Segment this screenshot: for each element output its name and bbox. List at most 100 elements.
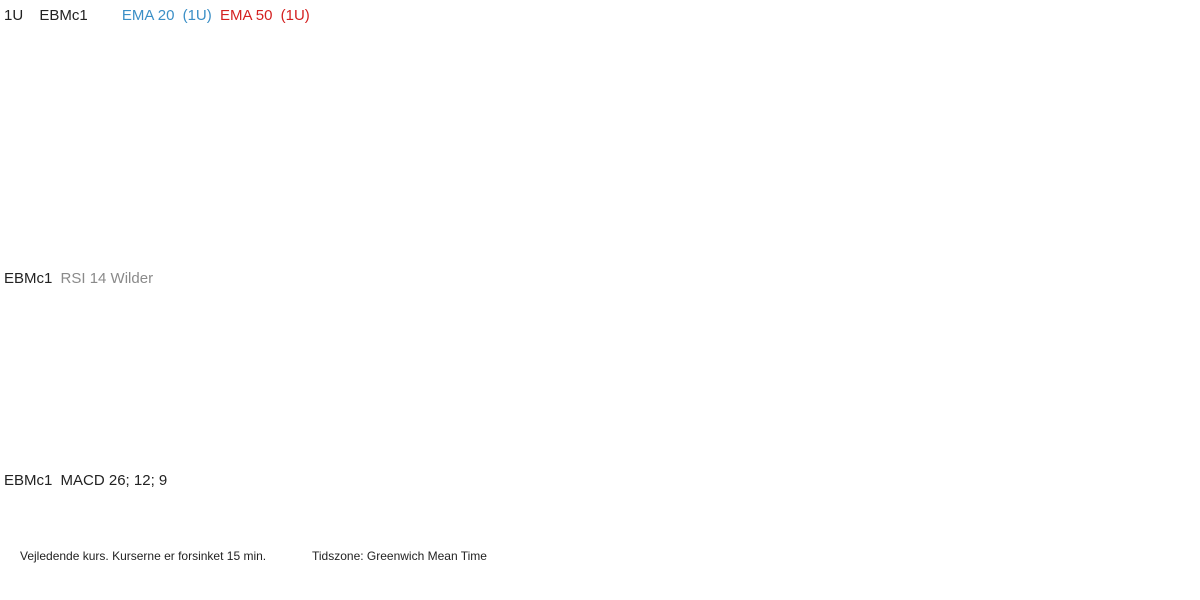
candle-body xyxy=(143,114,150,116)
year-label: 2021 xyxy=(537,586,564,600)
candle-body xyxy=(249,94,256,99)
candle-body xyxy=(38,135,45,138)
candle-body xyxy=(670,43,677,47)
candle-body xyxy=(747,39,754,44)
candle-body xyxy=(191,115,198,117)
quarter-label: Q4 xyxy=(138,569,154,583)
candle-body xyxy=(210,115,217,118)
candle-body xyxy=(843,50,850,57)
candle-body xyxy=(613,72,620,79)
candle-body xyxy=(239,98,246,115)
macd-indicator-label[interactable]: MACD 26; 12; 9 xyxy=(60,472,168,489)
rsi-symbol-label[interactable]: EBMc1 xyxy=(4,270,53,287)
year-label: 2020 xyxy=(120,586,147,600)
candle-body xyxy=(383,83,390,101)
candle-body xyxy=(891,0,898,18)
candle-body xyxy=(603,79,610,84)
candle-body xyxy=(287,92,294,99)
ema20-label[interactable]: EMA 20 xyxy=(121,7,175,24)
candle-body xyxy=(469,117,476,123)
candle-body xyxy=(728,26,735,36)
candle-body xyxy=(565,57,572,71)
candle-body xyxy=(393,72,399,84)
candle-body xyxy=(172,115,179,117)
candle-body xyxy=(421,115,428,118)
candle-body xyxy=(28,135,35,137)
candle-body xyxy=(536,98,543,113)
ema20-interval[interactable]: (1U) xyxy=(182,7,212,24)
candle-body xyxy=(76,135,83,138)
rsi-tick-label: 50.00 xyxy=(1150,352,1183,367)
candle-body xyxy=(57,139,64,142)
ema50-label[interactable]: EMA 50 xyxy=(219,7,273,24)
candle-body xyxy=(412,94,419,116)
candle-body xyxy=(709,30,716,36)
candle-body xyxy=(680,41,687,44)
candle-body xyxy=(833,50,840,54)
candle-body xyxy=(345,107,351,113)
time-axis[interactable]: Q3 Q4 Q1 Q2 Q3 Q4 Q1 Q2 Q3 2020 2021 2022 xyxy=(0,566,1120,600)
candle-body xyxy=(182,115,189,117)
candle-body xyxy=(479,122,486,128)
panel-divider-bottom[interactable] xyxy=(0,458,1200,462)
rsi-panel-header: EBMc1 RSI 14 Wilder xyxy=(4,270,157,287)
timezone-note: Tidszone: Greenwich Mean Time xyxy=(312,549,487,563)
candle-body xyxy=(642,54,649,62)
candle-body xyxy=(105,131,112,134)
candle-body xyxy=(555,70,562,81)
candle-body xyxy=(278,98,284,101)
candle-body xyxy=(402,72,409,95)
candle-body xyxy=(325,92,332,95)
candle-body xyxy=(853,56,859,58)
candle-body xyxy=(230,114,236,118)
candle-body xyxy=(805,43,811,53)
candle-body xyxy=(527,112,534,115)
rsi-line-group xyxy=(0,310,1087,376)
candle-body xyxy=(115,128,121,132)
macd-symbol-label[interactable]: EBMc1 xyxy=(4,472,53,489)
candle-body xyxy=(316,79,323,93)
interval-label[interactable]: 1U xyxy=(4,7,24,24)
candle-body xyxy=(508,109,514,115)
candle-body xyxy=(354,112,361,115)
rsi-axis: 0.00 50.00 100.00 70.00 30.00 xyxy=(1145,264,1193,454)
candle-body xyxy=(718,26,725,31)
price-tick-label: 200.00 xyxy=(1150,116,1190,131)
symbol-label[interactable]: EBMc1 xyxy=(39,7,88,24)
delay-note: Vejledende kurs. Kurserne er forsinket 1… xyxy=(20,549,267,563)
quarter-label: Q3 xyxy=(1104,569,1120,583)
candle-body xyxy=(431,112,438,118)
candle-body xyxy=(651,48,658,55)
candle-body xyxy=(738,35,744,40)
price-tick-label: 300.00 xyxy=(1150,28,1190,43)
candle-body xyxy=(460,115,466,118)
candle-body xyxy=(824,53,831,55)
year-label: 2022 xyxy=(1031,586,1058,600)
price-panel-header: 1U EBMc1 EMA 20 (1U) EMA 50 (1U) xyxy=(4,7,314,24)
rsi-band xyxy=(0,326,1143,396)
ema50-interval[interactable]: (1U) xyxy=(280,7,310,24)
rsi-tick-label: 100.00 xyxy=(1150,264,1190,279)
candle-body xyxy=(268,100,275,103)
ema50-line-group xyxy=(2,14,1087,140)
candle-body xyxy=(153,114,160,117)
candle-body xyxy=(594,83,601,90)
candle-body xyxy=(297,86,304,93)
candle-body xyxy=(785,46,792,48)
panel-divider-top[interactable] xyxy=(0,257,1200,261)
candle-body xyxy=(306,79,313,86)
macd-panel-header: EBMc1 MACD 26; 12; 9 xyxy=(4,472,171,489)
candle-body xyxy=(862,56,869,58)
quarter-label: Q1 xyxy=(830,569,846,583)
rsi-level-label: 30.00 xyxy=(1150,387,1183,402)
rsi-level-badge xyxy=(1145,314,1193,333)
candle-body xyxy=(86,134,93,136)
ema50-line xyxy=(2,14,1087,140)
rsi-tick-label: 0.00 xyxy=(1150,439,1175,454)
candle-body xyxy=(632,61,639,69)
candle-body xyxy=(0,136,7,138)
rsi-indicator-label[interactable]: RSI 14 Wilder xyxy=(60,270,154,287)
rsi-line xyxy=(0,310,1087,376)
candle-body xyxy=(575,57,581,81)
